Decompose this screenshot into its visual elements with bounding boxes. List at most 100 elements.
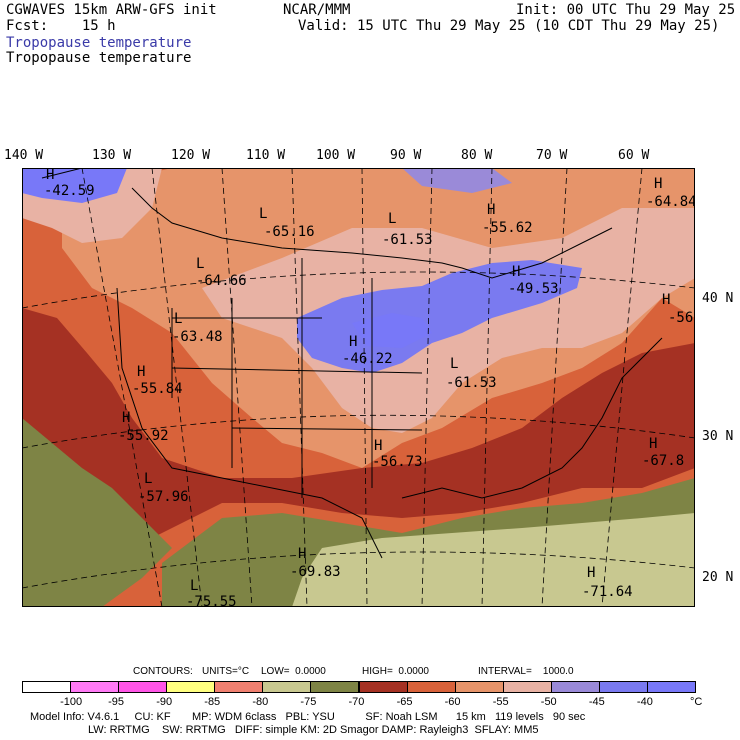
legend-tick-label: -95 [108, 696, 125, 708]
legend-tick-label: -80 [252, 696, 269, 708]
legend-swatch [22, 681, 72, 693]
init-time: Init: 00 UTC Thu 29 May 25 [516, 2, 736, 18]
organization: NCAR/MMM [283, 2, 351, 18]
model-title: CGWAVES 15km ARW-GFS init [6, 2, 217, 18]
center-letter: H [587, 565, 595, 581]
field-title: Tropopause temperature [6, 50, 192, 66]
map-boundaries [41, 168, 663, 559]
center-value: -56 [668, 310, 693, 326]
tropopause-temperature-map: H -42.59 L -65.16 L -61.53 H -55.62 H -6… [22, 168, 695, 607]
model-info-line2: LW: RRTMG SW: RRTMG DIFF: simple KM: 2D … [88, 724, 539, 736]
center-value: -57.96 [138, 489, 189, 505]
center-value: -69.83 [290, 564, 341, 580]
lon-label: 80 W [461, 148, 493, 163]
legend-swatch [454, 681, 504, 693]
legend-tick-label: -40 [636, 696, 653, 708]
center-letter: H [46, 168, 54, 183]
forecast-hour: Fcst: 15 h [6, 18, 116, 34]
lon-label: 90 W [390, 148, 422, 163]
legend-tick-label: -55 [492, 696, 509, 708]
lat-label: 20 N [702, 570, 734, 585]
center-value: -75.55 [186, 594, 237, 607]
interval-label: INTERVAL= 1000.0 [478, 666, 574, 677]
field-band-45-n [402, 168, 512, 193]
units-label: UNITS=°C [202, 666, 250, 677]
legend-unit: °C [690, 696, 703, 708]
legend-tick-label: -45 [588, 696, 605, 708]
center-value: -61.53 [446, 375, 497, 391]
center-letter: H [122, 410, 130, 426]
center-value: -49.53 [508, 281, 559, 297]
legend-swatch [118, 681, 168, 693]
center-value: -67.8 [642, 453, 684, 469]
legend-swatch [646, 681, 696, 693]
lon-label: 140 W [4, 148, 44, 163]
lon-label: 100 W [316, 148, 356, 163]
lon-label: 70 W [536, 148, 568, 163]
center-letter: L [174, 311, 182, 327]
center-letter: L [190, 578, 198, 594]
legend-swatch [310, 681, 360, 693]
center-letter: L [144, 471, 152, 487]
center-value: -63.48 [172, 329, 223, 345]
valid-time: Valid: 15 UTC Thu 29 May 25 (10 CDT Thu … [298, 18, 720, 34]
center-value: -64.66 [196, 273, 247, 289]
field-band-75 [292, 513, 695, 607]
lon-label: 120 W [171, 148, 211, 163]
legend-swatch [358, 681, 408, 693]
center-letter: H [374, 438, 382, 454]
center-value: -55.84 [132, 381, 183, 397]
legend-swatch [262, 681, 312, 693]
contours-label: CONTOURS: [133, 666, 193, 677]
lon-label: 60 W [618, 148, 650, 163]
low-label: LOW= 0.0000 [261, 666, 326, 677]
center-letter: L [450, 356, 458, 372]
field-title-blue: Tropopause temperature [6, 35, 192, 51]
center-letter: H [298, 546, 306, 562]
center-value: -56.73 [372, 454, 423, 470]
center-value: -71.64 [582, 584, 633, 600]
legend-tick-label: -85 [204, 696, 221, 708]
center-letter: H [137, 364, 145, 380]
legend-tick-label: -70 [348, 696, 365, 708]
center-value: -55.62 [482, 220, 533, 236]
center-letter: L [388, 211, 396, 227]
map-frame [22, 168, 695, 607]
center-value: -64.84 [646, 194, 695, 210]
center-value: -55.92 [118, 428, 169, 444]
legend-swatch [550, 681, 600, 693]
legend-swatch [598, 681, 648, 693]
center-letter: H [649, 436, 657, 452]
legend-swatch [502, 681, 552, 693]
lon-label: 130 W [92, 148, 132, 163]
graticule [22, 168, 695, 607]
legend-tick-label: -50 [540, 696, 557, 708]
center-letter: L [259, 206, 267, 222]
legend-swatch [406, 681, 456, 693]
legend-tick-label: -100 [60, 696, 83, 708]
center-letter: H [654, 176, 662, 192]
high-label: HIGH= 0.0000 [362, 666, 429, 677]
field-band-70-w [22, 418, 172, 607]
legend-swatch [214, 681, 264, 693]
center-letter: H [487, 202, 495, 218]
model-info-line1: Model Info: V4.6.1 CU: KF MP: WDM 6class… [30, 711, 586, 723]
lat-label: 30 N [702, 429, 734, 444]
center-letter: H [662, 292, 670, 308]
center-value: -46.22 [342, 351, 393, 367]
legend-tick-label: -75 [300, 696, 317, 708]
lon-label: 110 W [246, 148, 286, 163]
legend-tick-label: -90 [156, 696, 173, 708]
pressure-centers: H -42.59 L -65.16 L -61.53 H -55.62 H -6… [44, 168, 695, 607]
center-value: -61.53 [382, 232, 433, 248]
legend-tick-label: -60 [444, 696, 461, 708]
center-letter: H [349, 334, 357, 350]
legend-tick-label: -65 [396, 696, 413, 708]
legend-swatch [166, 681, 216, 693]
lat-label: 40 N [702, 291, 734, 306]
center-letter: H [512, 264, 520, 280]
legend-swatch [70, 681, 120, 693]
center-letter: L [196, 256, 204, 272]
center-value: -42.59 [44, 183, 95, 199]
center-value: -65.16 [264, 224, 315, 240]
